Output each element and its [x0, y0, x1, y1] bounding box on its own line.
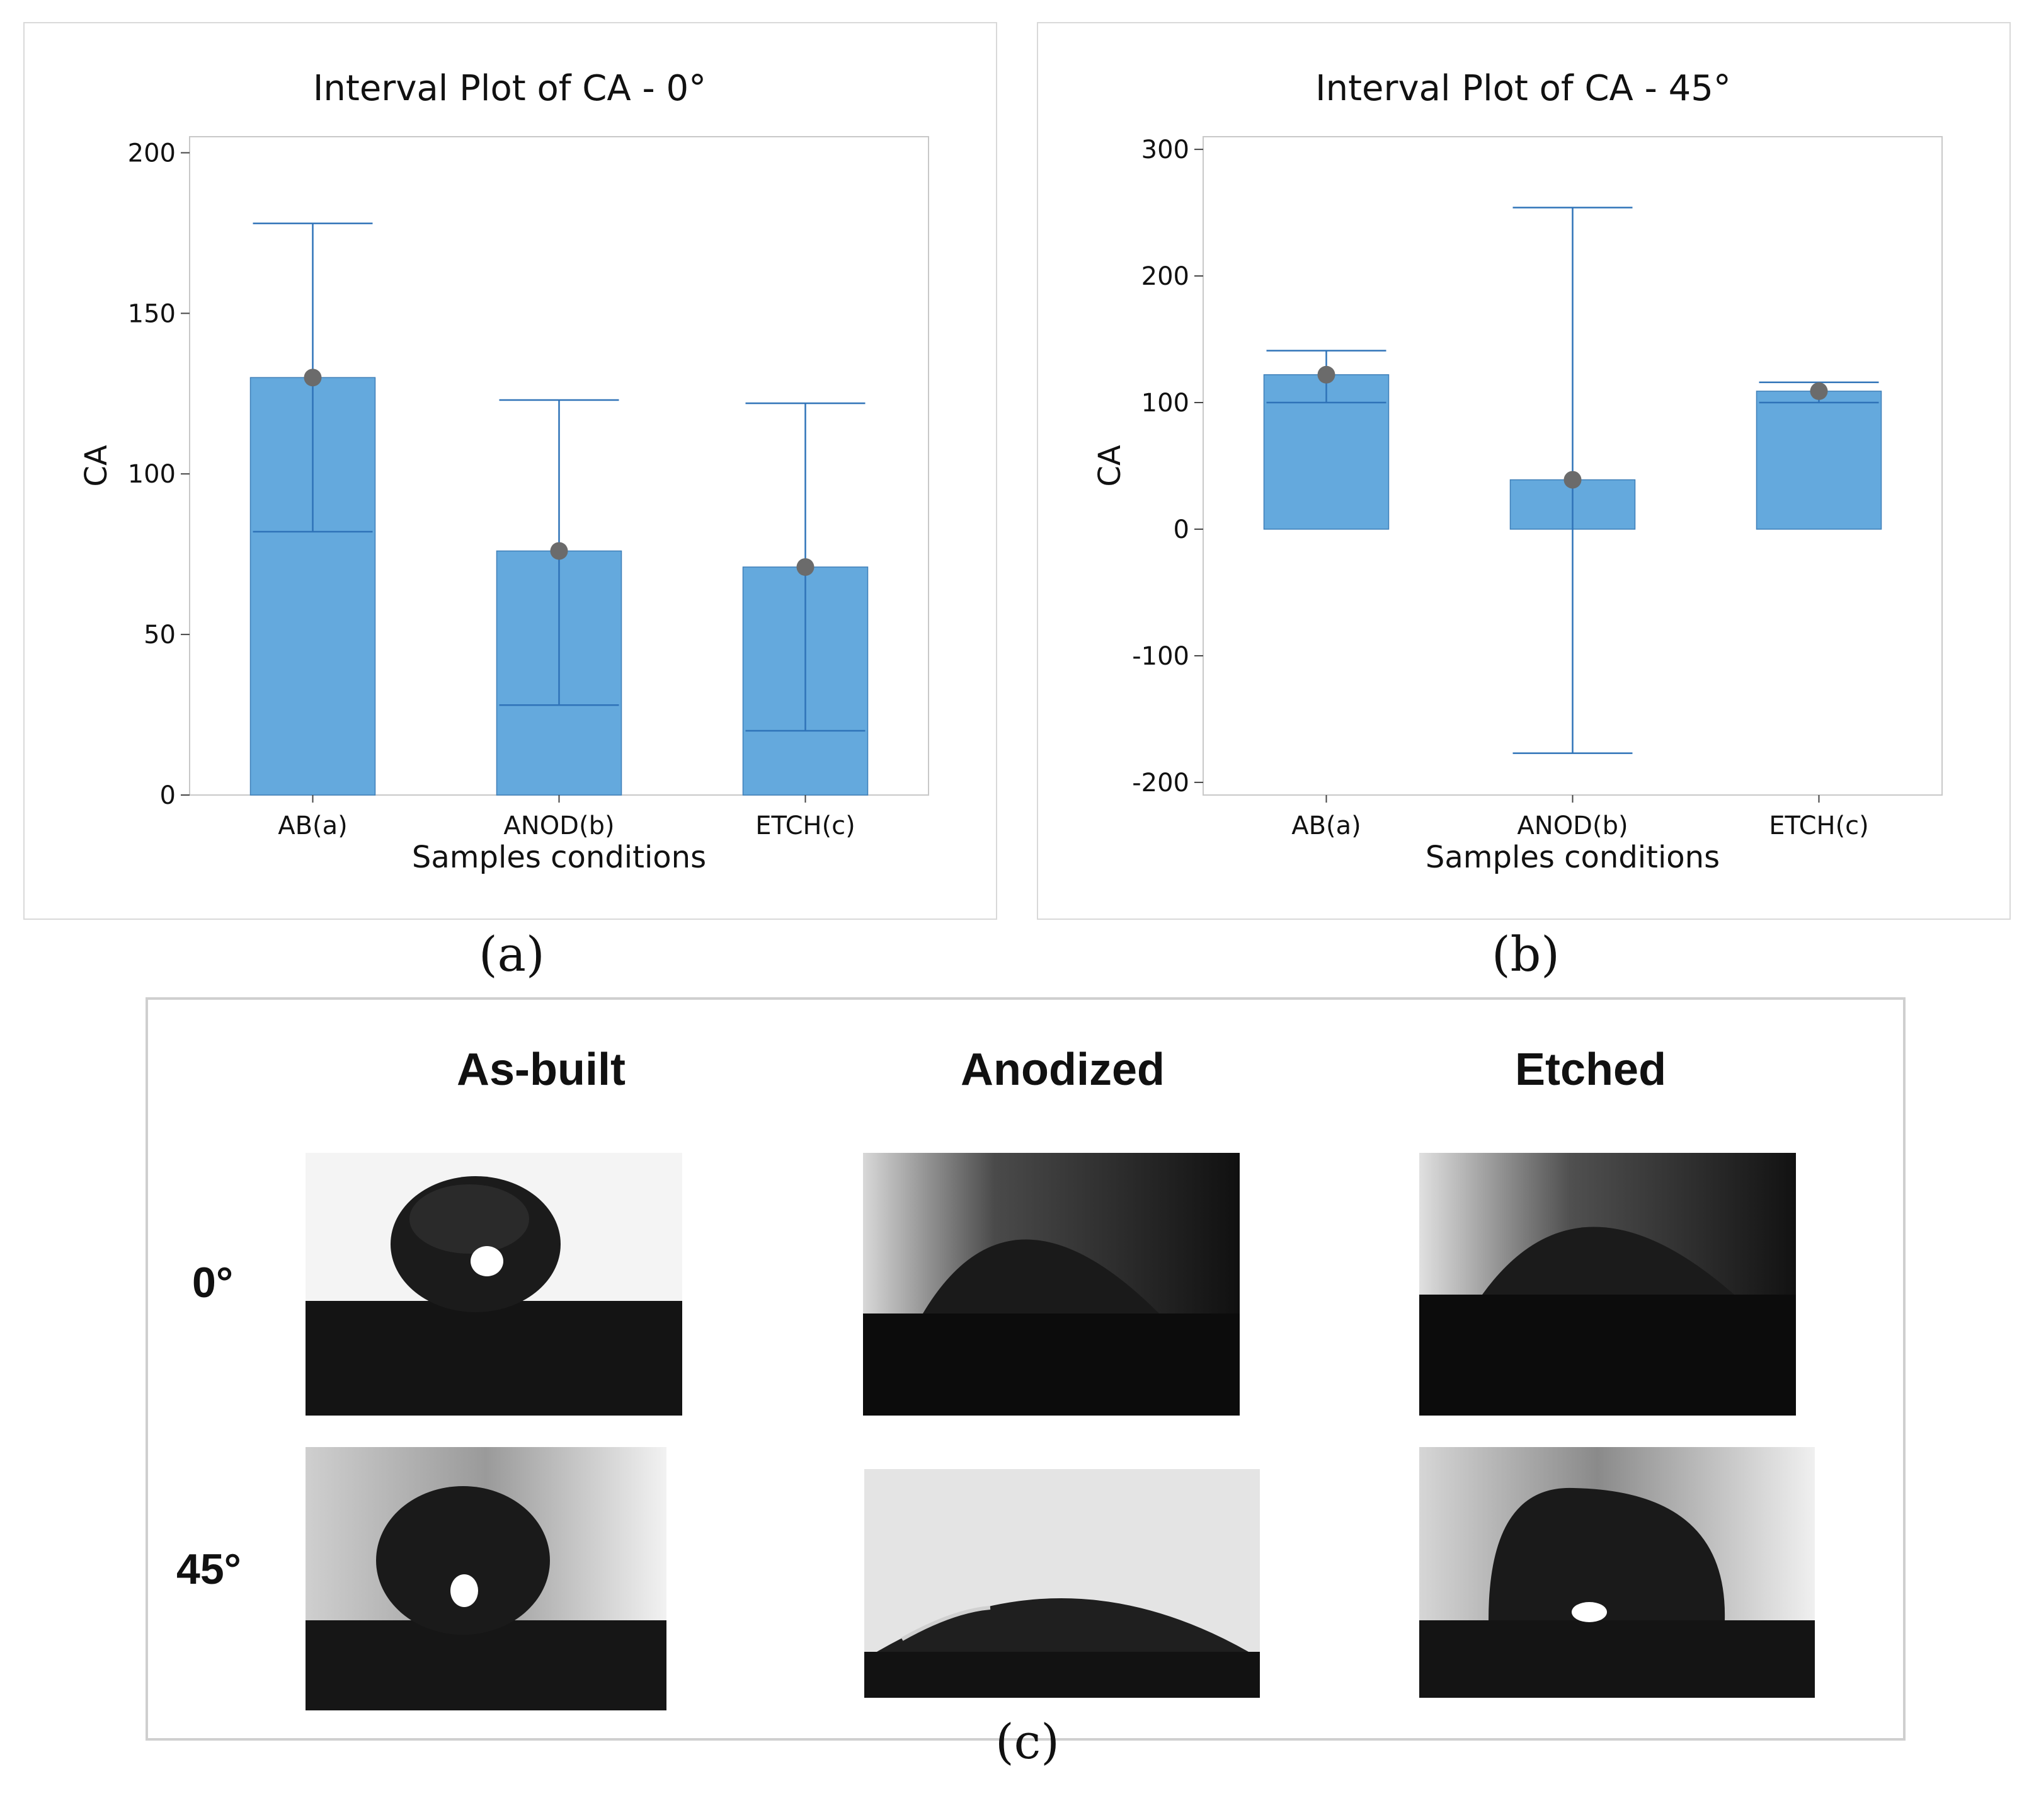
chart-b-title: Interval Plot of CA - 45° — [1315, 68, 1731, 109]
chart-a-mean-point-1 — [550, 542, 568, 560]
chart-b-y-tick-label-3: 100 — [1141, 389, 1189, 418]
chart-b-mean-point-0 — [1317, 365, 1335, 384]
chart-a-x-tick-label-0: AB(a) — [278, 811, 348, 840]
chart-b-x-axis-label: Samples conditions — [1426, 840, 1720, 875]
droplet-photo-grid: As-built Anodized Etched 0° 45° — [146, 997, 1906, 1741]
droplet-photo-etched-45deg — [1419, 1447, 1815, 1698]
caption-b: (b) — [1492, 926, 1560, 982]
row-header-45deg: 45° — [176, 1545, 241, 1593]
chart-b-y-tick-label-5: 300 — [1141, 135, 1189, 164]
chart-a-y-tick-label-1: 50 — [144, 621, 176, 650]
droplet-photo-anodized-0deg — [863, 1153, 1240, 1416]
droplet-photo-as-built-45deg — [306, 1447, 666, 1710]
chart-b-bar-2 — [1756, 391, 1882, 530]
chart-a-mean-point-0 — [304, 369, 322, 387]
column-header-anodized: Anodized — [961, 1044, 1165, 1095]
column-header-as-built: As-built — [457, 1044, 626, 1095]
chart-a-mean-point-2 — [796, 558, 814, 576]
chart-a-x-tick-label-2: ETCH(c) — [755, 811, 855, 840]
chart-b-x-tick-label-1: ANOD(b) — [1517, 811, 1628, 840]
chart-b-y-tick-label-4: 200 — [1141, 262, 1189, 291]
chart-a-y-tick-label-4: 200 — [128, 139, 176, 168]
interval-plot-0deg: Interval Plot of CA - 0° Samples conditio… — [79, 68, 929, 875]
chart-b-y-tick-label-1: -100 — [1132, 642, 1189, 671]
chart-b-y-tick-label-0: -200 — [1132, 769, 1189, 798]
chart-b-mean-point-1 — [1563, 471, 1582, 489]
caption-a: (a) — [479, 926, 545, 982]
droplet-photo-anodized-45deg — [864, 1469, 1260, 1698]
chart-b-mean-point-2 — [1810, 382, 1828, 400]
chart-a-y-tick-label-0: 0 — [160, 781, 176, 810]
chart-a-title: Interval Plot of CA - 0° — [313, 68, 706, 109]
chart-b-y-tick-label-2: 0 — [1174, 515, 1189, 544]
chart-a-y-tick-label-2: 100 — [128, 460, 176, 489]
chart-b-x-tick-label-2: ETCH(c) — [1769, 811, 1869, 840]
column-header-etched: Etched — [1515, 1044, 1667, 1095]
interval-plot-45deg: Interval Plot of CA - 45° Samples conditi… — [1092, 68, 1943, 875]
chart-a-y-tick-label-3: 150 — [128, 299, 176, 328]
chart-panel-b: Interval Plot of CA - 45° Samples conditi… — [1037, 22, 2011, 920]
chart-b-x-tick-label-0: AB(a) — [1291, 811, 1361, 840]
droplet-photo-etched-0deg — [1419, 1153, 1796, 1416]
caption-c: (c) — [995, 1714, 1060, 1770]
chart-a-x-tick-label-1: ANOD(b) — [503, 811, 614, 840]
chart-b-y-axis-label: CA — [1092, 445, 1128, 487]
chart-panel-a: Interval Plot of CA - 0° Samples conditio… — [23, 22, 997, 920]
droplet-photo-as-built-0deg — [306, 1153, 682, 1416]
row-header-0deg: 0° — [192, 1259, 234, 1307]
chart-a-x-axis-label: Samples conditions — [412, 840, 706, 875]
chart-a-y-axis-label: CA — [79, 445, 114, 487]
